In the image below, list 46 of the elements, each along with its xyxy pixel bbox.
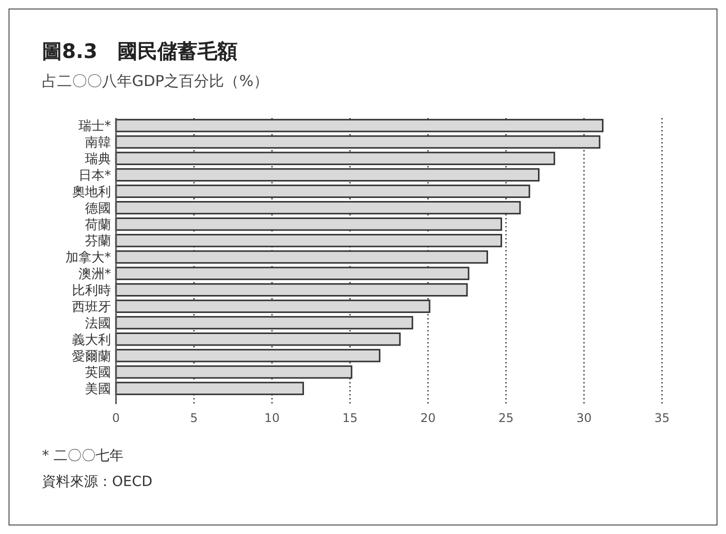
y-tick-label: 英國 <box>85 366 111 381</box>
bar <box>115 266 470 280</box>
x-tick-label: 15 <box>342 411 358 425</box>
y-tick-label: 荷蘭 <box>85 218 111 233</box>
bar <box>115 152 556 166</box>
y-tick-label: 法國 <box>85 316 111 332</box>
bar <box>115 250 488 264</box>
y-tick-label: 西班牙 <box>72 300 111 315</box>
bar <box>115 168 540 182</box>
y-tick-label: 奧地利 <box>72 184 111 200</box>
bar <box>115 234 502 248</box>
bar <box>115 365 352 379</box>
y-tick-label: 德國 <box>85 201 111 216</box>
chart-title: 圖8.3 國民儲蓄毛額 <box>42 39 238 63</box>
y-tick-label: 芬蘭 <box>85 234 111 250</box>
x-tick-label: 35 <box>654 411 670 425</box>
bar <box>115 316 414 330</box>
chart-subtitle: 占二〇〇八年GDP之百分比（%） <box>42 72 268 90</box>
text: * 二〇〇七年 <box>42 448 124 464</box>
y-tick-label: 瑞士* <box>78 119 112 134</box>
y-tick-label: 美國 <box>85 381 111 398</box>
bar <box>115 332 401 346</box>
x-tick-label: 30 <box>576 411 592 425</box>
bar <box>115 201 521 214</box>
y-tick-label: 加拿大* <box>66 250 112 266</box>
bar <box>115 118 604 132</box>
x-tick-label: 5 <box>190 411 198 425</box>
y-tick-label: 愛爾蘭 <box>72 349 111 364</box>
x-tick-label: 20 <box>420 411 436 425</box>
y-tick-label: 南韓 <box>85 136 111 151</box>
bar <box>115 135 600 149</box>
source-note: 資料來源：OECD <box>42 474 152 490</box>
x-tick-label: 25 <box>498 411 514 425</box>
y-tick-label: 義大利 <box>72 332 111 348</box>
y-tick-label: 日本* <box>78 168 112 184</box>
bar <box>115 184 530 198</box>
bar <box>115 382 304 396</box>
y-tick-label: 澳洲* <box>78 267 112 282</box>
bar <box>115 283 468 297</box>
y-tick-label: 比利時 <box>72 284 111 299</box>
x-tick-label: 0 <box>112 411 120 425</box>
bar <box>115 217 502 231</box>
bar <box>115 300 430 313</box>
x-tick-label: 10 <box>264 411 280 425</box>
y-tick-label: 瑞典 <box>85 152 111 168</box>
bar <box>115 348 380 362</box>
